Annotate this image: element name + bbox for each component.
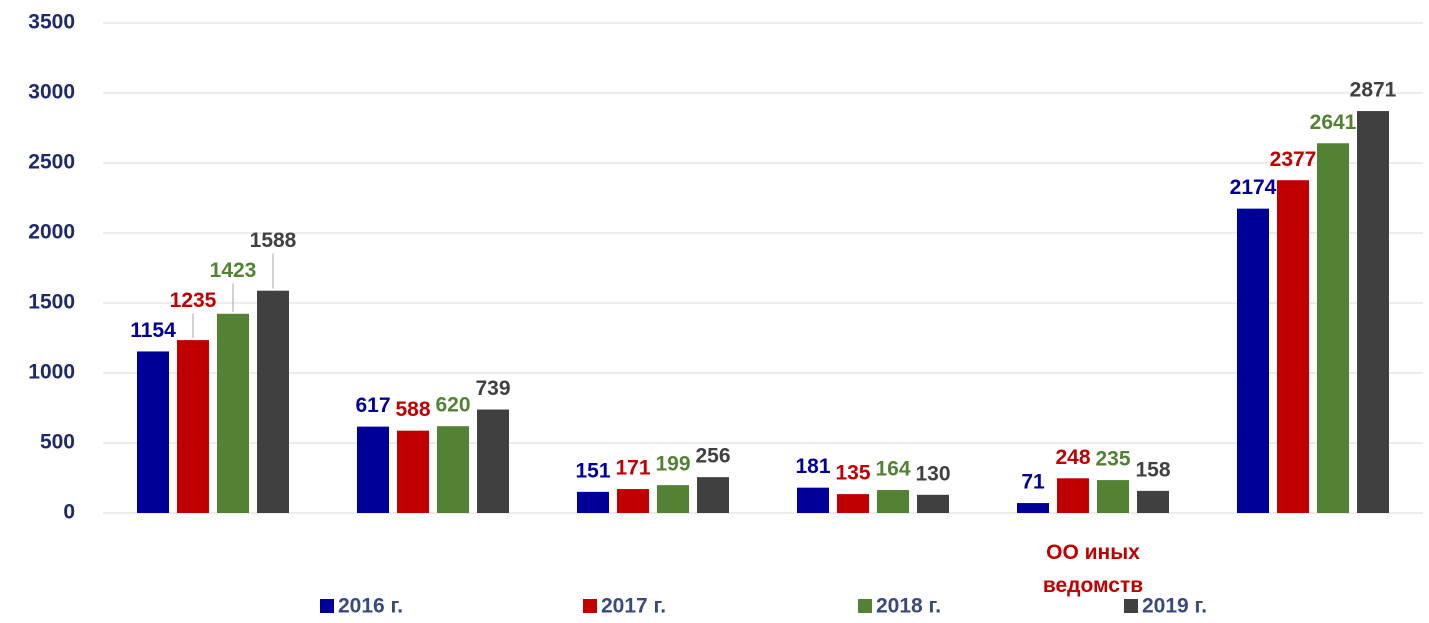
legend-label: 2018 г. xyxy=(876,595,941,618)
value-label: 2377 xyxy=(1270,148,1317,171)
value-label: 181 xyxy=(795,455,830,478)
bar xyxy=(697,477,729,513)
legend-swatch xyxy=(858,599,872,613)
value-label: 1154 xyxy=(130,319,176,342)
y-tick-label: 2500 xyxy=(28,151,75,174)
bar xyxy=(477,409,509,513)
bar xyxy=(437,426,469,513)
value-label: 2871 xyxy=(1350,79,1397,102)
bar xyxy=(1237,208,1269,513)
value-label: 588 xyxy=(395,398,430,421)
bar xyxy=(137,351,169,513)
bar xyxy=(217,313,249,513)
bar xyxy=(797,487,829,513)
value-label: 1588 xyxy=(250,229,297,252)
value-label: 620 xyxy=(435,394,470,417)
legend-swatch xyxy=(320,599,334,613)
value-label: 135 xyxy=(835,462,870,485)
value-label: 1235 xyxy=(170,289,217,312)
bar xyxy=(657,485,689,513)
bar xyxy=(1277,180,1309,513)
legend-swatch xyxy=(583,599,597,613)
bar xyxy=(177,340,209,513)
bar xyxy=(877,490,909,513)
value-label: 256 xyxy=(695,445,730,468)
legend-label: 2019 г. xyxy=(1142,595,1207,618)
value-label: 171 xyxy=(615,457,650,480)
value-label: 71 xyxy=(1021,471,1045,494)
value-label: 739 xyxy=(475,377,510,400)
bar xyxy=(357,426,389,513)
y-tick-label: 2000 xyxy=(28,221,75,244)
bar xyxy=(1057,478,1089,513)
legend-swatch xyxy=(1124,599,1138,613)
value-label: 151 xyxy=(575,459,610,482)
bar xyxy=(577,491,609,513)
y-tick-label: 0 xyxy=(63,501,75,524)
value-label: 158 xyxy=(1135,458,1170,481)
bar xyxy=(1317,143,1349,513)
legend-label: 2017 г. xyxy=(601,595,666,618)
legend-label: 2016 г. xyxy=(338,595,403,618)
bar xyxy=(617,489,649,513)
value-label: 199 xyxy=(655,453,690,476)
value-label: 1423 xyxy=(210,259,257,282)
value-label: 2641 xyxy=(1310,111,1357,134)
value-label: 248 xyxy=(1055,446,1090,469)
value-label: 235 xyxy=(1095,448,1130,471)
y-tick-label: 3000 xyxy=(28,81,75,104)
bar xyxy=(397,430,429,513)
y-tick-label: 3500 xyxy=(28,11,75,34)
y-tick-label: 500 xyxy=(40,431,75,454)
value-label: 2174 xyxy=(1230,176,1277,199)
value-label: 617 xyxy=(355,394,390,417)
y-tick-label: 1500 xyxy=(28,291,75,314)
bar xyxy=(1357,111,1389,513)
bar xyxy=(257,290,289,513)
bar xyxy=(1017,503,1049,513)
bar xyxy=(1137,490,1169,513)
value-label: 130 xyxy=(915,462,950,485)
x-tick-line: ОО иных xyxy=(1046,541,1140,564)
x-tick-label: ОО иных ведомств xyxy=(1043,541,1143,597)
bar xyxy=(837,494,869,513)
bar xyxy=(917,494,949,513)
x-tick-line: ведомств xyxy=(1043,574,1143,597)
y-tick-label: 1000 xyxy=(28,361,75,384)
bar xyxy=(1097,480,1129,513)
value-label: 164 xyxy=(875,458,910,481)
